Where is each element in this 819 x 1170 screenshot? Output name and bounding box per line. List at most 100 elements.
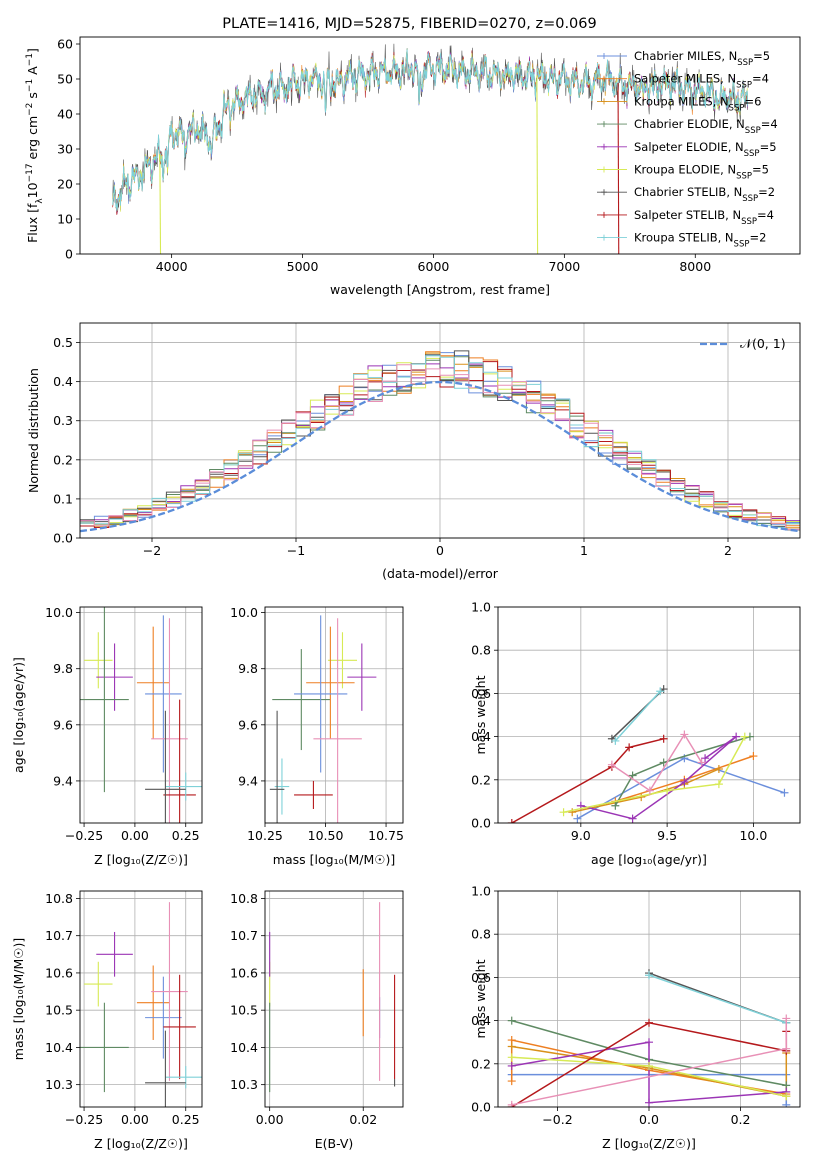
spectrum-frame: [79, 36, 801, 255]
x-tick-label: 0.2: [731, 1112, 751, 1127]
y-axis-label-part: ]: [25, 48, 40, 53]
y-tick-label: 60: [57, 37, 73, 52]
legend-label-main: Kroupa STELIB, N: [634, 231, 734, 245]
y-tick-label: 40: [57, 107, 73, 122]
legend-label: Salpeter STELIB, NSSP=4: [634, 208, 774, 227]
errorbar-point: [80, 1002, 129, 1093]
legend-marker: [601, 189, 607, 196]
y-tick-label: 0.5: [53, 335, 73, 350]
x-tick-label: −0.25: [65, 1112, 103, 1127]
errorbar-point: [294, 615, 348, 773]
y-axis-label-part: Flux [f: [25, 203, 40, 243]
weight-marker: [697, 758, 706, 767]
errorbar-point: [272, 649, 331, 751]
y-axis-label-part: 10: [25, 182, 40, 198]
weight-marker: [680, 777, 689, 786]
weight-marker: [659, 734, 668, 743]
y-tick-label: 0.1: [53, 491, 73, 506]
y-tick-label: 0: [65, 247, 73, 262]
mass_vs_Z-plot-area: [80, 902, 202, 1107]
residuals-panel: −2 −1 0 1 2 0.0 0.1 0.2 0.3 0.4 0.5 (data-model)/er…: [26, 322, 801, 581]
x-axis-label: Z [log₁₀(Z/Z☉)]: [94, 1136, 188, 1151]
y-tick-label: 10.8: [230, 891, 258, 906]
weight-marker: [782, 1014, 791, 1023]
y-tick-label: 9.4: [53, 773, 73, 788]
weight-line-kroupa_elodie: [563, 736, 746, 813]
y-tick-label: 10.4: [230, 1040, 258, 1055]
weight-marker: [568, 808, 577, 817]
spectrum-spike: [536, 75, 539, 254]
legend-marker: [601, 211, 607, 218]
weight_vs_Z-panel: −0.2 0.0 0.2 0.0 0.2 0.4 0.6 0.8 1.0 Z [log₁₀(Z/Z…: [471, 884, 801, 1151]
weight-line-kroupa_miles: [511, 1045, 788, 1098]
errorbar-point: [145, 615, 182, 773]
y-axis-label: Flux [fλ10−17 erg cm−2 s−1 A−1]: [25, 48, 45, 243]
errorbar-point: [163, 974, 196, 1080]
errorbar-point: [163, 699, 196, 823]
y-tick-label: 9.6: [53, 717, 73, 732]
errorbar-point: [145, 1030, 186, 1107]
weight-marker: [507, 819, 516, 823]
age_vs_mass-plot-area: [269, 615, 377, 823]
legend-label-suffix: =2: [749, 231, 766, 245]
legend-label-main: Salpeter STELIB, N: [634, 208, 741, 222]
legend-label-sub: SSP: [744, 149, 760, 159]
y-tick-label: 9.8: [53, 661, 73, 676]
weight-marker: [628, 814, 637, 823]
weight-marker: [749, 752, 758, 761]
weight-line-pink: [611, 732, 703, 792]
x-tick-label: 0: [436, 543, 444, 558]
age_vs_Z-plot-area: [80, 607, 202, 823]
y-tick-label: 9.6: [238, 717, 258, 732]
weight-marker: [611, 801, 620, 810]
weight-marker: [740, 732, 749, 741]
y-tick-label: 0.2: [53, 452, 73, 467]
x-tick-label: 10.25: [247, 828, 283, 843]
weight_vs_Z-plot-area: [507, 969, 791, 1107]
weight-marker: [611, 736, 620, 745]
y-tick-label: 10.6: [45, 965, 73, 980]
x-tick-label: 0.00: [121, 1112, 149, 1127]
y-tick-label: 10.4: [45, 1040, 73, 1055]
legend-label-sub: SSP: [737, 58, 753, 68]
y-axis-label: age [log₁₀(age/yr)]: [11, 657, 26, 773]
mass_vs_Z-panel: −0.25 0.00 0.25 10.3 10.4 10.5 10.6 10.7 10.8 Z […: [11, 890, 203, 1151]
x-tick-label: 0.25: [172, 828, 200, 843]
y-tick-label: 10.0: [230, 605, 258, 620]
legend-label-suffix: =5: [752, 163, 769, 177]
y-tick-label: 20: [57, 177, 73, 192]
y-tick-label: 0.8: [471, 643, 491, 658]
x-tick-label: 0.25: [172, 1112, 200, 1127]
legend-marker: [601, 234, 607, 241]
x-axis-label: (data-model)/error: [382, 566, 499, 581]
weight-marker: [573, 814, 582, 823]
y-axis-label-part: −2: [25, 103, 35, 116]
y-axis-label: mass [log₁₀(M/M☉)]: [11, 938, 26, 1060]
x-tick-label: 10.0: [739, 828, 767, 843]
y-axis-label: mass weight: [473, 959, 488, 1038]
y-tick-label: 0.0: [471, 1100, 491, 1115]
x-tick-label: 0.00: [121, 828, 149, 843]
mass_vs_Z-frame: [79, 890, 203, 1108]
weight-marker: [782, 1092, 791, 1101]
legend-marker: [601, 53, 607, 59]
y-axis-label: Normed distribution: [26, 368, 41, 493]
y-axis-label: mass weight: [473, 675, 488, 754]
x-axis-label: age [log₁₀(age/yr)]: [591, 852, 707, 867]
y-tick-label: 0.6: [471, 686, 491, 701]
x-tick-label: 1: [580, 543, 588, 558]
histogram-pink: [80, 364, 800, 530]
legend-marker: [601, 166, 607, 173]
y-tick-label: 1.0: [471, 884, 491, 899]
errorbar-point: [269, 710, 285, 823]
legend-label: Salpeter MILES, NSSP=4: [634, 72, 769, 91]
y-axis-label-part: s: [25, 92, 40, 103]
y-tick-label: 10.6: [230, 965, 258, 980]
weight-marker: [701, 754, 710, 763]
y-tick-label: 9.8: [238, 661, 258, 676]
y-tick-label: 10.7: [45, 928, 73, 943]
legend-label: Chabrier STELIB, NSSP=2: [634, 185, 775, 204]
x-tick-label: −0.2: [542, 1112, 572, 1127]
gaussian-curve: [80, 380, 800, 533]
errorbar-point: [165, 1066, 202, 1089]
